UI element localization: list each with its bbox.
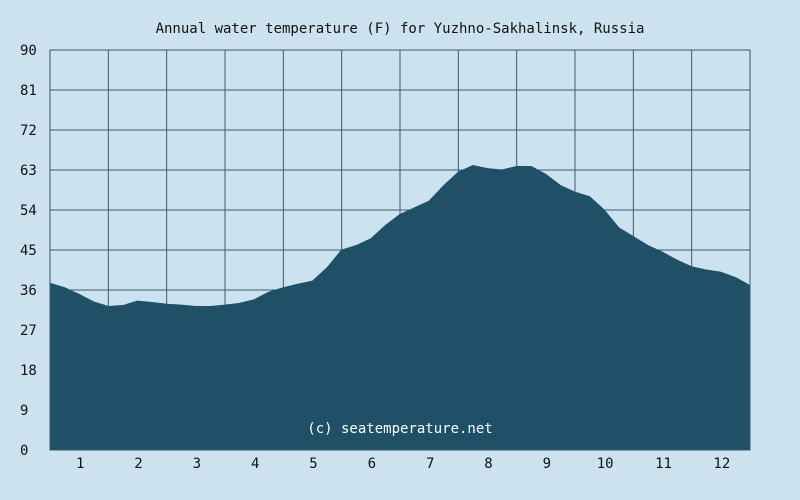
x-tick-label-1: 2 [134,456,142,472]
y-tick-label-8: 72 [20,123,37,139]
y-tick-label-5: 45 [20,243,37,259]
y-tick-label-9: 81 [20,83,37,99]
x-tick-label-3: 4 [251,456,259,472]
y-tick-label-1: 9 [20,403,28,419]
temperature-area [49,165,751,451]
chart-title: Annual water temperature (F) for Yuzhno-… [156,21,645,37]
x-tick-label-6: 7 [426,456,434,472]
x-tick-label-2: 3 [193,456,201,472]
plot-border [49,49,751,451]
x-tick-label-7: 8 [484,456,492,472]
x-tick-label-11: 12 [713,456,730,472]
x-tick-label-8: 9 [543,456,551,472]
y-axis-ticks: 0 9 18 27 36 45 54 63 72 81 90 [20,43,37,459]
x-tick-label-4: 5 [309,456,317,472]
y-tick-label-0: 0 [20,443,28,459]
y-tick-label-10: 90 [20,43,37,59]
y-tick-label-6: 54 [20,203,37,219]
plot-frame [49,49,751,451]
y-tick-label-3: 27 [20,323,37,339]
area-series [49,165,751,451]
x-tick-label-9: 10 [597,456,614,472]
y-tick-label-4: 36 [20,283,37,299]
y-tick-label-2: 18 [20,363,37,379]
x-axis-ticks: 1 2 3 4 5 6 7 8 9 10 11 12 [76,456,730,472]
x-tick-label-5: 6 [368,456,376,472]
x-tick-label-0: 1 [76,456,84,472]
x-tick-label-10: 11 [655,456,672,472]
watermark-text: (c) seatemperature.net [307,421,492,437]
y-tick-label-7: 63 [20,163,37,179]
